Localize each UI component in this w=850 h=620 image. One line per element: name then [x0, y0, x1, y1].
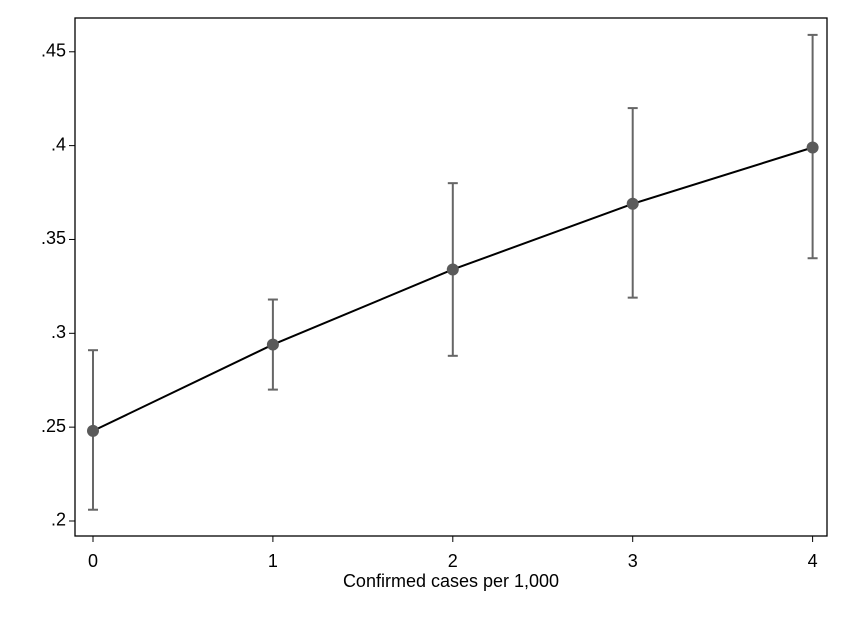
- x-axis-label: Confirmed cases per 1,000: [343, 571, 559, 591]
- x-tick-label: 3: [628, 551, 638, 571]
- x-tick-label: 2: [448, 551, 458, 571]
- x-tick-label: 0: [88, 551, 98, 571]
- y-tick-label: .45: [41, 41, 66, 61]
- y-tick-label: .25: [41, 416, 66, 436]
- y-tick-label: .35: [41, 228, 66, 248]
- point: [626, 197, 639, 210]
- y-tick-label: .2: [51, 510, 66, 530]
- y-tick-label: .4: [51, 134, 66, 154]
- x-tick-label: 1: [268, 551, 278, 571]
- x-tick-label: 4: [808, 551, 818, 571]
- point: [266, 338, 279, 351]
- point: [86, 424, 99, 437]
- point: [446, 263, 459, 276]
- y-tick-label: .3: [51, 322, 66, 342]
- plot-frame: [74, 17, 828, 537]
- point: [806, 141, 819, 154]
